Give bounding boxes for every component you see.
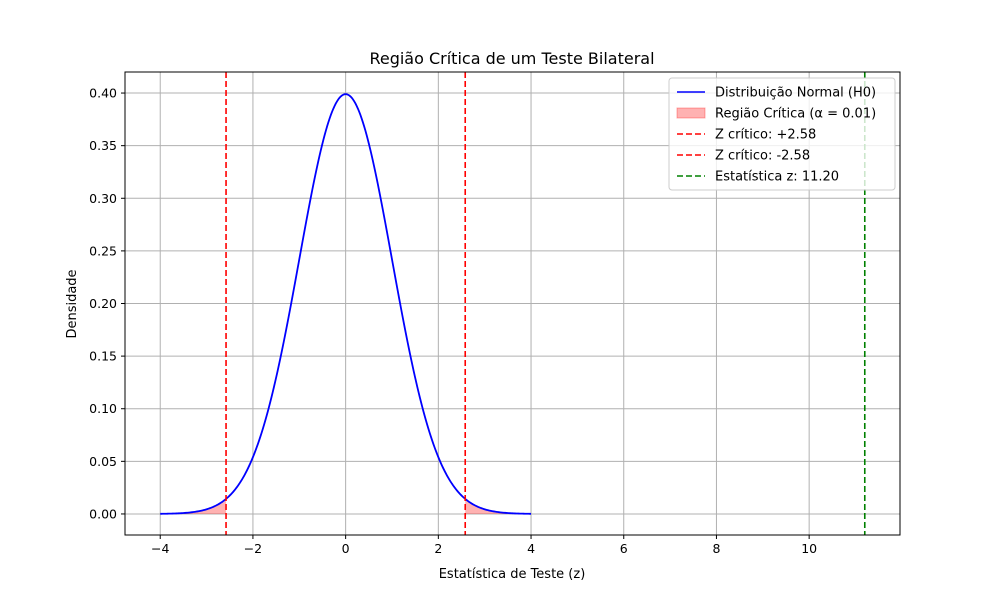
x-tick-label: 6	[620, 541, 628, 556]
y-tick-label: 0.40	[89, 86, 117, 101]
y-tick-label: 0.00	[89, 506, 117, 521]
y-axis-ticks: 0.00 0.05 0.10 0.15 0.20 0.25 0.30 0.35 0.40	[89, 86, 125, 521]
legend: Distribuição Normal (H0) Região Crítica (…	[668, 77, 896, 191]
normal-curve	[160, 93, 532, 515]
x-tick-label: 4	[527, 541, 535, 556]
legend-swatch	[676, 107, 706, 119]
y-tick-label: 0.35	[89, 138, 117, 153]
legend-label: Estatística z: 11.20	[715, 170, 839, 185]
x-axis-ticks: −4 −2 0 2 4 6 8 10	[151, 535, 817, 556]
legend-label: Distribuição Normal (H0)	[715, 86, 876, 101]
y-tick-label: 0.05	[89, 454, 117, 469]
legend-label: Z crítico: -2.58	[715, 149, 810, 164]
curve-layer	[160, 93, 532, 515]
x-tick-label: 0	[342, 541, 350, 556]
x-tick-label: −2	[244, 541, 262, 556]
y-tick-label: 0.25	[89, 243, 117, 258]
y-tick-label: 0.15	[89, 349, 117, 364]
y-axis-label: Densidade	[65, 269, 80, 338]
x-tick-label: 10	[801, 541, 817, 556]
y-tick-label: 0.10	[89, 401, 117, 416]
y-tick-label: 0.20	[89, 296, 117, 311]
x-tick-label: −4	[151, 541, 169, 556]
critical-region-fills	[160, 498, 532, 514]
x-tick-label: 2	[434, 541, 442, 556]
x-axis-label: Estatística de Teste (z)	[439, 567, 586, 582]
legend-label: Z crítico: +2.58	[715, 128, 816, 143]
critical-region-left	[160, 498, 227, 514]
critical-region-right	[465, 498, 532, 514]
y-tick-label: 0.30	[89, 191, 117, 206]
x-tick-label: 8	[712, 541, 720, 556]
legend-box	[668, 77, 896, 191]
grid	[125, 72, 900, 535]
legend-label: Região Crítica (α = 0.01)	[715, 107, 876, 122]
chart-title: Região Crítica de um Teste Bilateral	[369, 49, 654, 68]
